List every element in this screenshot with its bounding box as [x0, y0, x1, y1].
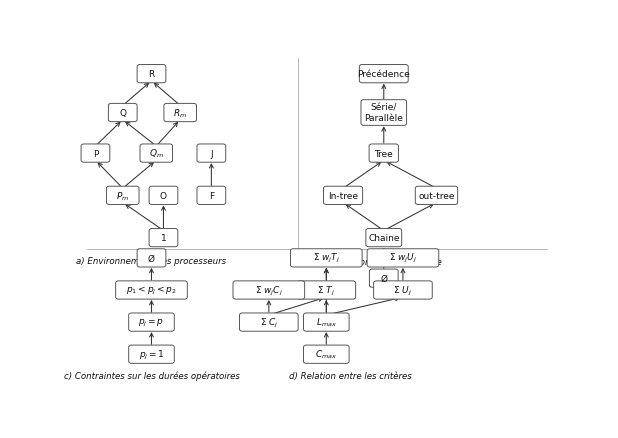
- FancyBboxPatch shape: [233, 281, 305, 300]
- Text: out-tree: out-tree: [418, 191, 455, 201]
- FancyBboxPatch shape: [374, 281, 432, 300]
- Text: F: F: [209, 191, 214, 201]
- Text: d) Relation entre les critères: d) Relation entre les critères: [289, 371, 412, 380]
- Text: 1: 1: [161, 233, 166, 243]
- FancyBboxPatch shape: [369, 145, 399, 163]
- Text: Ø: Ø: [148, 254, 155, 263]
- FancyBboxPatch shape: [415, 187, 458, 205]
- Text: Tree: Tree: [375, 149, 393, 158]
- FancyBboxPatch shape: [370, 269, 398, 288]
- Text: O: O: [160, 191, 167, 201]
- FancyBboxPatch shape: [290, 249, 362, 267]
- FancyBboxPatch shape: [81, 145, 110, 163]
- FancyBboxPatch shape: [129, 345, 174, 364]
- Text: $\Sigma\ w_j U_j$: $\Sigma\ w_j U_j$: [389, 252, 417, 265]
- Text: Précédence: Précédence: [357, 70, 410, 79]
- FancyBboxPatch shape: [303, 313, 349, 332]
- FancyBboxPatch shape: [197, 187, 226, 205]
- FancyBboxPatch shape: [129, 313, 174, 332]
- Text: $C_{max}$: $C_{max}$: [315, 348, 337, 360]
- FancyBboxPatch shape: [137, 249, 166, 267]
- FancyBboxPatch shape: [164, 104, 197, 122]
- FancyBboxPatch shape: [106, 187, 139, 205]
- Text: $L_{max}$: $L_{max}$: [316, 316, 337, 328]
- FancyBboxPatch shape: [108, 104, 137, 122]
- Text: In-tree: In-tree: [328, 191, 358, 201]
- Text: a) Environnement des processeurs: a) Environnement des processeurs: [77, 257, 227, 265]
- Text: $\Sigma\ w_j T_j$: $\Sigma\ w_j T_j$: [313, 252, 340, 265]
- Text: c) Contraintes sur les durées opératoires: c) Contraintes sur les durées opératoire…: [64, 371, 239, 380]
- FancyBboxPatch shape: [366, 229, 402, 247]
- FancyBboxPatch shape: [303, 345, 349, 364]
- FancyBboxPatch shape: [116, 281, 187, 300]
- FancyBboxPatch shape: [149, 187, 178, 205]
- Text: Q: Q: [119, 109, 126, 118]
- Text: $p_1 < p_j < p_2$: $p_1 < p_j < p_2$: [126, 284, 177, 297]
- FancyBboxPatch shape: [367, 249, 439, 267]
- Text: $\Sigma\ w_j C_j$: $\Sigma\ w_j C_j$: [255, 284, 283, 297]
- Text: P: P: [93, 149, 98, 158]
- Text: Ø: Ø: [380, 274, 387, 283]
- FancyBboxPatch shape: [197, 145, 226, 163]
- Text: Série/
Parallèle: Série/ Parallèle: [365, 104, 403, 123]
- Text: $\Sigma\ U_j$: $\Sigma\ U_j$: [394, 284, 412, 297]
- FancyBboxPatch shape: [149, 229, 178, 247]
- FancyBboxPatch shape: [297, 281, 355, 300]
- Text: $R_m$: $R_m$: [173, 107, 187, 120]
- FancyBboxPatch shape: [140, 145, 172, 163]
- Text: $p_j = p$: $p_j = p$: [138, 317, 164, 328]
- Text: $Q_m$: $Q_m$: [149, 148, 164, 160]
- FancyBboxPatch shape: [361, 100, 407, 126]
- Text: R: R: [148, 70, 154, 79]
- Text: $p_j = 1$: $p_j = 1$: [138, 348, 164, 361]
- Text: J: J: [210, 149, 213, 158]
- Text: b) relations de précédence: b) relations de précédence: [326, 257, 442, 266]
- FancyBboxPatch shape: [240, 313, 298, 332]
- Text: Chaine: Chaine: [368, 233, 399, 243]
- FancyBboxPatch shape: [137, 65, 166, 84]
- FancyBboxPatch shape: [324, 187, 363, 205]
- FancyBboxPatch shape: [359, 65, 408, 84]
- Text: $\Sigma\ T_j$: $\Sigma\ T_j$: [318, 284, 335, 297]
- Text: $P_m$: $P_m$: [116, 190, 129, 202]
- Text: $\Sigma\ C_j$: $\Sigma\ C_j$: [260, 316, 278, 329]
